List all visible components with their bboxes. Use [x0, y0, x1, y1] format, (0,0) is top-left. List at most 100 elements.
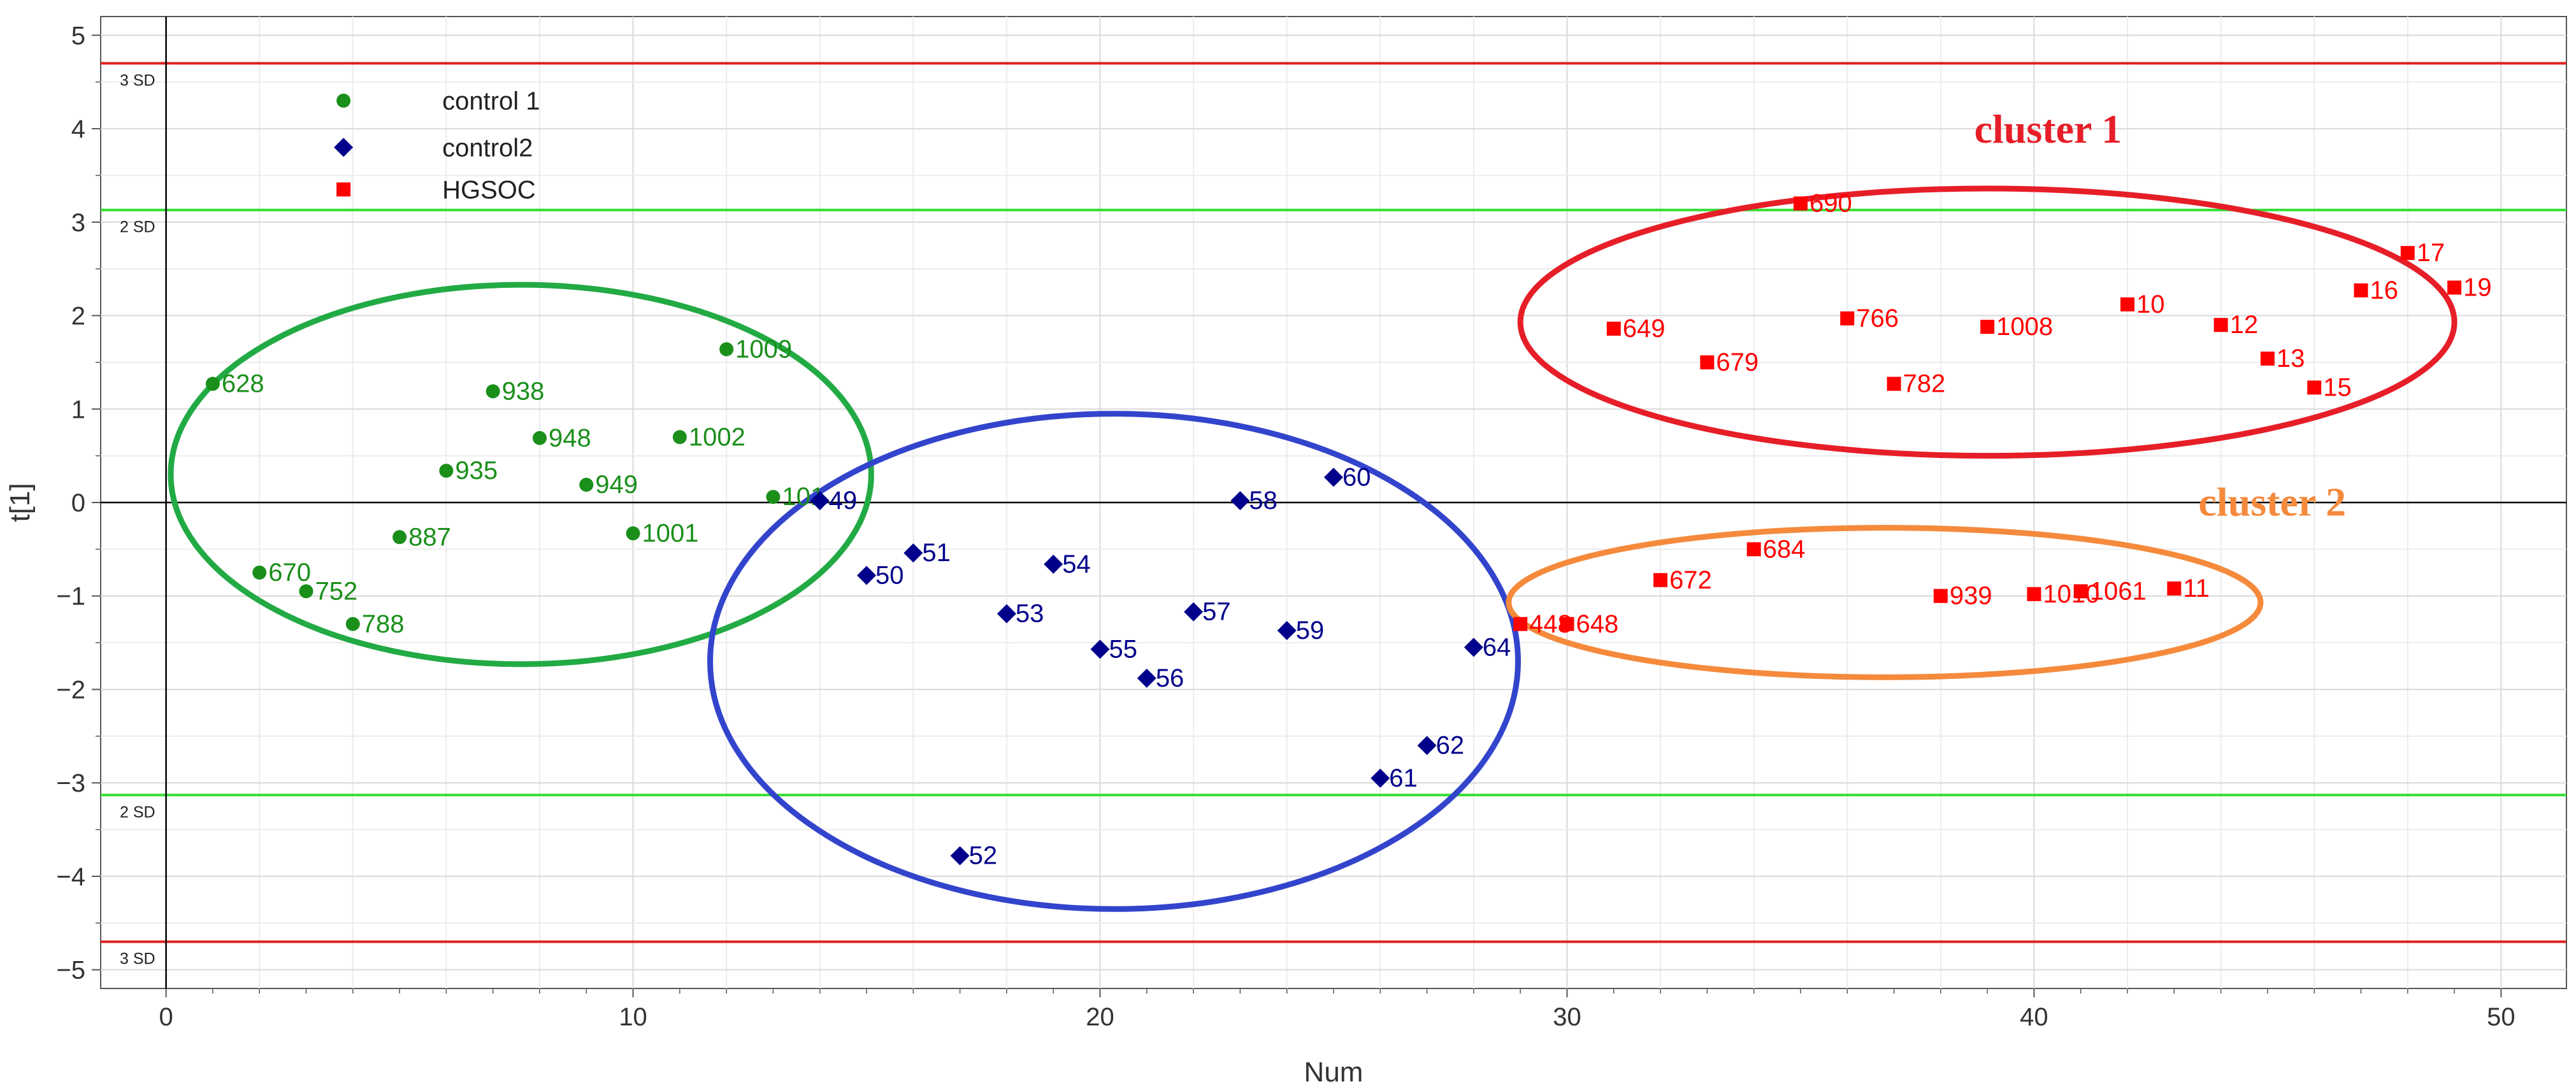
legend-marker	[334, 138, 354, 157]
data-point	[532, 431, 547, 445]
legend-marker	[336, 182, 351, 197]
data-point	[626, 526, 640, 541]
x-axis-title: Num	[1304, 1057, 1364, 1088]
legend-marker	[336, 94, 351, 108]
y-tick-label: −3	[56, 769, 85, 797]
data-point	[1746, 542, 1761, 557]
point-label: 16	[2370, 276, 2399, 304]
cluster-annotation: cluster 1	[1975, 106, 2122, 152]
data-point	[1700, 355, 1715, 369]
point-label: 1001	[642, 519, 699, 547]
point-label: 766	[1856, 304, 1899, 332]
point-label: 51	[922, 539, 951, 567]
data-point	[1464, 638, 1483, 657]
data-point	[1513, 617, 1528, 631]
point-label: 939	[1950, 582, 1992, 610]
point-label: 752	[315, 577, 358, 605]
point-label: 58	[1249, 487, 1277, 515]
data-point	[579, 478, 594, 492]
data-point	[1793, 196, 1808, 211]
x-tick-label: 0	[159, 1003, 173, 1031]
point-label: 1009	[735, 335, 792, 363]
y-tick-label: 1	[71, 396, 85, 424]
x-tick-label: 30	[1553, 1003, 1581, 1031]
point-label: 49	[829, 487, 858, 515]
point-label: 50	[875, 561, 904, 589]
point-label: 15	[2323, 374, 2352, 402]
x-tick-label: 20	[1086, 1003, 1114, 1031]
point-label: 679	[1716, 348, 1759, 376]
group-ellipse	[1506, 525, 2264, 680]
point-label: 55	[1109, 635, 1138, 663]
y-tick-label: −1	[56, 583, 85, 611]
data-point	[2307, 380, 2322, 395]
group-ellipses	[168, 185, 2457, 912]
sd-line-label: 3 SD	[120, 71, 155, 89]
data-point	[719, 342, 734, 357]
data-point	[1653, 573, 1668, 587]
point-label: 649	[1623, 315, 1666, 343]
point-label: 949	[595, 471, 638, 499]
group-ellipse	[1517, 185, 2457, 459]
point-label: 12	[2230, 311, 2259, 339]
point-label: 670	[268, 559, 311, 587]
data-point	[392, 530, 407, 545]
point-label: 1061	[2090, 577, 2147, 605]
sd-line-label: 3 SD	[120, 950, 155, 968]
x-tick-label: 50	[2487, 1003, 2515, 1031]
legend-label: control2	[442, 134, 533, 162]
point-label: 938	[502, 377, 545, 405]
y-tick-label: −2	[56, 676, 85, 704]
point-label: 935	[455, 457, 498, 485]
x-tick-label: 10	[619, 1003, 647, 1031]
data-point	[345, 617, 360, 631]
point-label: 64	[1483, 633, 1511, 661]
y-axis-title: t[1]	[4, 483, 36, 522]
point-label: 56	[1156, 664, 1184, 692]
data-point	[1044, 554, 1063, 574]
data-point	[2260, 352, 2275, 366]
data-point	[1230, 491, 1250, 511]
point-label: 62	[1436, 732, 1465, 760]
data-point	[252, 566, 267, 580]
data-point	[2447, 280, 2462, 295]
point-label: 54	[1062, 550, 1091, 578]
data-point	[1371, 768, 1390, 788]
point-label: 10	[2136, 290, 2165, 318]
data-point	[486, 384, 500, 399]
data-point	[766, 490, 781, 504]
group-ellipse	[168, 282, 874, 667]
data-point	[439, 464, 454, 478]
point-label: 1002	[689, 423, 745, 451]
sd-line-label: 2 SD	[120, 803, 155, 821]
data-point	[672, 430, 687, 445]
data-point	[1980, 320, 1995, 334]
point-label: 61	[1389, 764, 1418, 792]
point-label: 11	[2183, 574, 2210, 603]
legend-label: HGSOC	[442, 176, 536, 204]
point-label: 648	[1576, 610, 1618, 638]
point-label: 52	[969, 842, 998, 870]
y-tick-label: 2	[71, 303, 85, 331]
point-label: 1008	[1996, 313, 2053, 341]
data-point	[1184, 602, 1204, 622]
point-label: 628	[222, 370, 264, 398]
data-point	[1277, 621, 1297, 641]
data-point	[810, 491, 830, 511]
data-point	[857, 566, 877, 585]
y-tick-label: 4	[71, 115, 85, 143]
point-label: 782	[1903, 370, 1946, 398]
y-tick-label: −5	[56, 957, 85, 985]
legend: control 1 control2 HGSOC	[334, 87, 540, 204]
point-label: 788	[362, 610, 405, 638]
y-tick-label: −4	[56, 863, 85, 891]
point-label: 60	[1342, 463, 1371, 491]
x-tick-label: 40	[2020, 1003, 2048, 1031]
point-label: 17	[2417, 239, 2445, 267]
y-tick-label: 3	[71, 209, 85, 237]
data-point	[1560, 617, 1574, 631]
data-point	[1606, 322, 1621, 336]
cluster-annotations: cluster 1 cluster 2	[1975, 106, 2346, 524]
